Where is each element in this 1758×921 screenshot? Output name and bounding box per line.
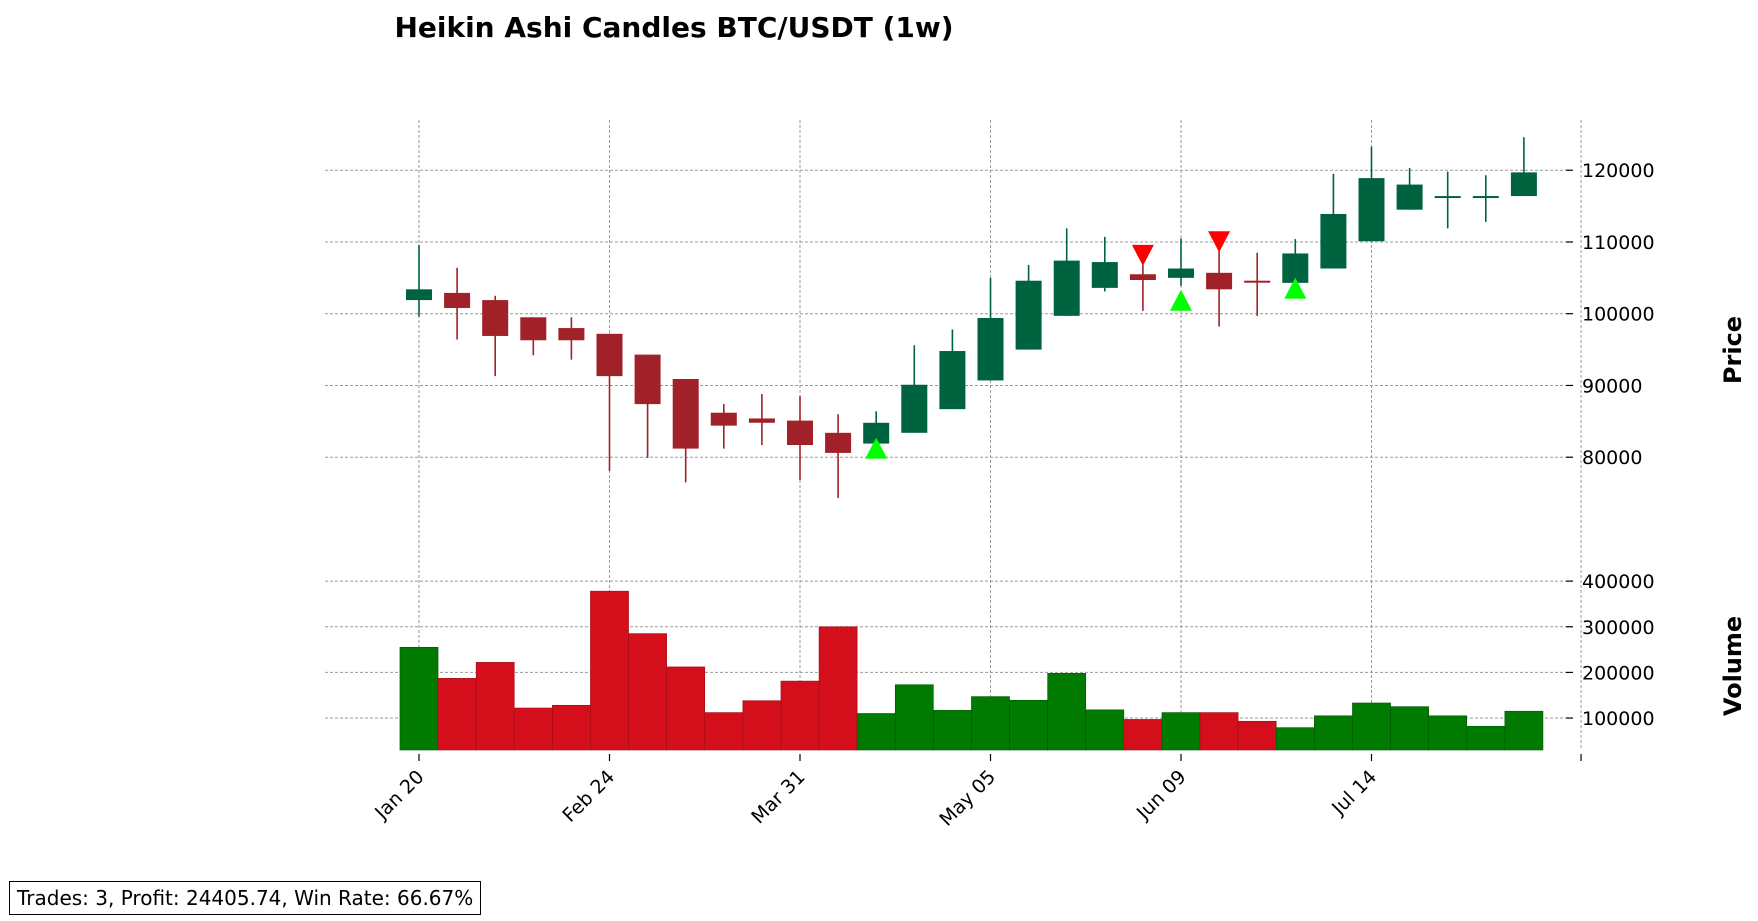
x-tick-label: Jun 09 <box>1132 766 1191 825</box>
volume-bar <box>666 666 706 751</box>
volume-bar <box>552 704 591 751</box>
price-axis-ticks: 80000 90000 100000 110000 120000 <box>1566 160 1655 469</box>
candle-body <box>1206 272 1233 290</box>
volume-bar <box>1199 712 1239 751</box>
buy-signal-marker <box>865 437 888 459</box>
volume-bar <box>1161 712 1201 751</box>
candle-body <box>1510 172 1537 197</box>
volume-bar <box>818 626 858 751</box>
volume-bar <box>1504 710 1544 751</box>
price-tick-label: 110000 <box>1582 232 1655 254</box>
candle-body <box>406 289 432 301</box>
candle-body <box>939 351 966 410</box>
candle-body <box>977 318 1004 381</box>
candle-body <box>672 379 699 449</box>
volume-bar <box>1047 673 1087 751</box>
volume-bar <box>1085 709 1125 751</box>
volume-tick-label: 200000 <box>1582 662 1655 684</box>
x-axis-ticks: Jan 20 Feb 24 Mar 31 May 05 Jun 09 Jul 14 <box>370 754 1582 831</box>
candle-body <box>444 292 471 308</box>
volume-bar <box>704 712 744 751</box>
candle-body <box>1396 184 1423 210</box>
x-tick-label: May 05 <box>935 766 1000 831</box>
x-tick-label: Jul 14 <box>1327 766 1381 820</box>
price-tick-label: 120000 <box>1582 160 1655 182</box>
volume-bar <box>1466 725 1506 751</box>
candle-body <box>748 418 775 423</box>
candle-body <box>520 317 547 341</box>
volume-bar <box>971 696 1010 751</box>
candle-body <box>1091 262 1118 288</box>
price-tick-label: 100000 <box>1582 304 1655 326</box>
candle-body <box>1015 280 1042 350</box>
volume-tick-label: 400000 <box>1582 571 1655 593</box>
volume-bar <box>933 709 972 751</box>
volume-tick-label: 300000 <box>1582 617 1655 639</box>
volume-bar <box>437 678 477 751</box>
buy-signal-marker <box>1170 289 1192 311</box>
volume-bar <box>590 590 629 751</box>
candle-body <box>710 412 737 426</box>
candle-body <box>901 384 928 433</box>
candle-body <box>558 328 585 341</box>
trade-signals <box>865 231 1307 459</box>
volume-bar <box>1390 706 1429 751</box>
volume-bar <box>1237 720 1277 751</box>
trade-stats-box: Trades: 3, Profit: 24405.74, Win Rate: 6… <box>9 881 482 915</box>
volume-bar <box>399 647 439 751</box>
volume-bar <box>1314 715 1353 751</box>
candle-body <box>482 300 509 336</box>
volume-bar <box>513 707 553 751</box>
volume-bar <box>1123 719 1163 751</box>
volume-tick-label: 100000 <box>1582 708 1655 730</box>
candle-body <box>1129 274 1156 280</box>
candle-body <box>863 422 890 444</box>
candle-body <box>596 333 623 377</box>
volume-bars <box>399 590 1544 751</box>
candle-body <box>1053 260 1080 316</box>
volume-bar <box>628 633 667 751</box>
chart-title: Heikin Ashi Candles BTC/USDT (1w) <box>394 11 953 44</box>
buy-signal-marker <box>1284 277 1307 299</box>
volume-bar <box>475 662 515 751</box>
candle-body <box>825 432 852 453</box>
sell-signal-marker <box>1131 244 1154 266</box>
volume-bar <box>856 713 896 751</box>
volume-bar <box>1275 727 1315 751</box>
price-axis-label: Price <box>1719 316 1747 384</box>
candle-body <box>1244 280 1271 283</box>
candle-body <box>1320 213 1347 269</box>
candle-body <box>1434 196 1461 199</box>
candle-body <box>1472 196 1499 199</box>
volume-bar <box>1428 715 1468 751</box>
x-tick-label: Jan 20 <box>370 766 428 824</box>
volume-axis-label: Volume <box>1719 616 1747 716</box>
volume-bar <box>1352 702 1391 751</box>
price-tick-label: 90000 <box>1582 375 1642 397</box>
candle-body <box>787 420 813 446</box>
volume-bar <box>1009 699 1048 751</box>
sell-signal-marker <box>1208 231 1231 253</box>
candle-body <box>1358 178 1385 242</box>
volume-bar <box>742 700 782 751</box>
candle-body <box>634 354 661 405</box>
x-tick-label: Feb 24 <box>558 766 619 827</box>
price-tick-label: 80000 <box>1582 447 1642 469</box>
volume-axis-ticks: 100000 200000 300000 400000 <box>1566 571 1655 730</box>
x-tick-label: Mar 31 <box>747 766 809 828</box>
volume-bar <box>780 680 820 751</box>
candle-body <box>1168 268 1194 278</box>
candles <box>406 137 1537 499</box>
volume-bar <box>894 684 934 751</box>
